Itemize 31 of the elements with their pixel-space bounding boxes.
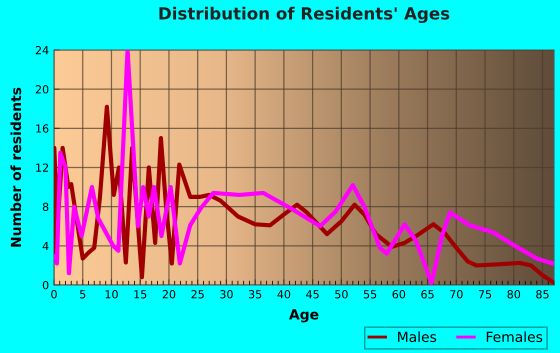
- y-tick-label: 4: [42, 242, 49, 250]
- x-tick-label: 45: [306, 290, 319, 298]
- x-tick-label: 50: [335, 290, 348, 298]
- y-axis-title: Number of residents: [10, 88, 22, 247]
- x-tick-label: 5: [80, 290, 86, 298]
- x-axis-title: Age: [289, 309, 318, 322]
- x-tick-label: 85: [536, 290, 549, 298]
- y-tick-label: 20: [36, 85, 48, 94]
- y-tick-label: 24: [36, 46, 49, 54]
- x-tick-label: 80: [507, 290, 520, 298]
- x-tick-label: 10: [106, 290, 118, 298]
- x-tick-label: 0: [51, 290, 57, 298]
- x-tick-label: 15: [134, 290, 146, 298]
- x-tick-label: 75: [478, 290, 492, 298]
- y-tick-label: 12: [36, 163, 48, 172]
- legend-label: Females: [486, 331, 542, 342]
- line-series: [54, 50, 554, 285]
- legend-label: Males: [398, 331, 436, 342]
- y-tick-label: 0: [42, 280, 48, 290]
- y-tick-label: 16: [36, 124, 48, 133]
- chart-title: Distribution of Residents' Ages: [159, 6, 450, 24]
- x-tick-label: 70: [450, 290, 463, 298]
- x-tick-label: 25: [191, 290, 204, 298]
- x-tick-label: 30: [220, 290, 233, 298]
- x-tick-label: 20: [162, 290, 176, 298]
- x-tick-label: 35: [248, 290, 262, 298]
- y-tick-label: 8: [42, 202, 48, 212]
- x-tick-label: 65: [421, 290, 434, 298]
- x-tick-label: 55: [364, 290, 376, 298]
- x-tick-label: 40: [277, 290, 290, 298]
- x-tick-label: 60: [392, 290, 406, 298]
